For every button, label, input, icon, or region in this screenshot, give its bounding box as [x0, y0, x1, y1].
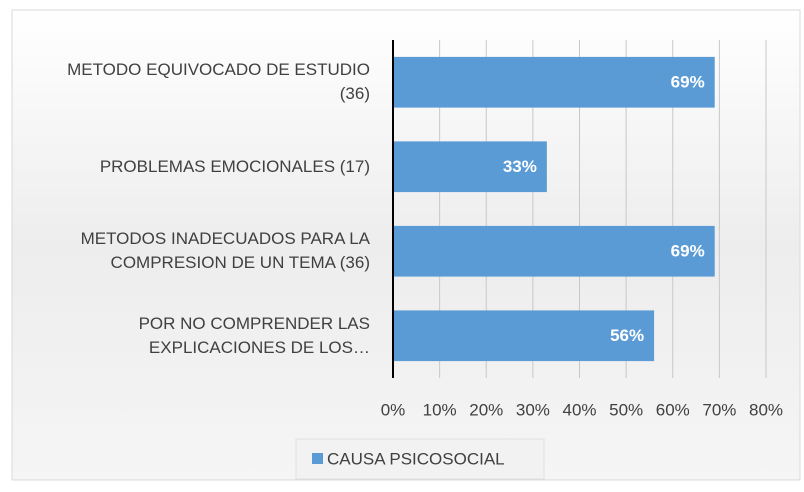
x-tick-label: 40% — [562, 400, 596, 419]
legend-swatch — [312, 453, 323, 464]
value-label: 69% — [671, 73, 705, 92]
x-tick-label: 50% — [609, 400, 643, 419]
x-tick-label: 70% — [702, 400, 736, 419]
y-tick-label: PROBLEMAS EMOCIONALES (17) — [99, 156, 370, 176]
legend-box — [295, 438, 545, 480]
bar — [393, 141, 547, 193]
bar — [393, 310, 655, 362]
value-label: 56% — [610, 326, 644, 345]
x-tick-label: 30% — [516, 400, 550, 419]
y-tick-label: METODO EQUIVOCADO DE ESTUDIO (36) — [67, 60, 370, 104]
x-tick-label: 80% — [749, 400, 783, 419]
x-tick-label: 0% — [381, 400, 406, 419]
bar — [393, 56, 715, 108]
legend-label: CAUSA PSICOSOCIAL — [327, 449, 505, 468]
x-tick-label: 10% — [423, 400, 457, 419]
value-label: 69% — [671, 242, 705, 261]
y-tick-label: METODOS INADECUADOS PARA LA COMPRESION D… — [80, 229, 370, 273]
x-tick-label: 60% — [656, 400, 690, 419]
bar — [393, 225, 715, 277]
y-tick-label: POR NO COMPRENDER LAS EXPLICACIONES DE L… — [138, 313, 370, 357]
x-tick-label: 20% — [469, 400, 503, 419]
value-label: 33% — [503, 157, 537, 176]
